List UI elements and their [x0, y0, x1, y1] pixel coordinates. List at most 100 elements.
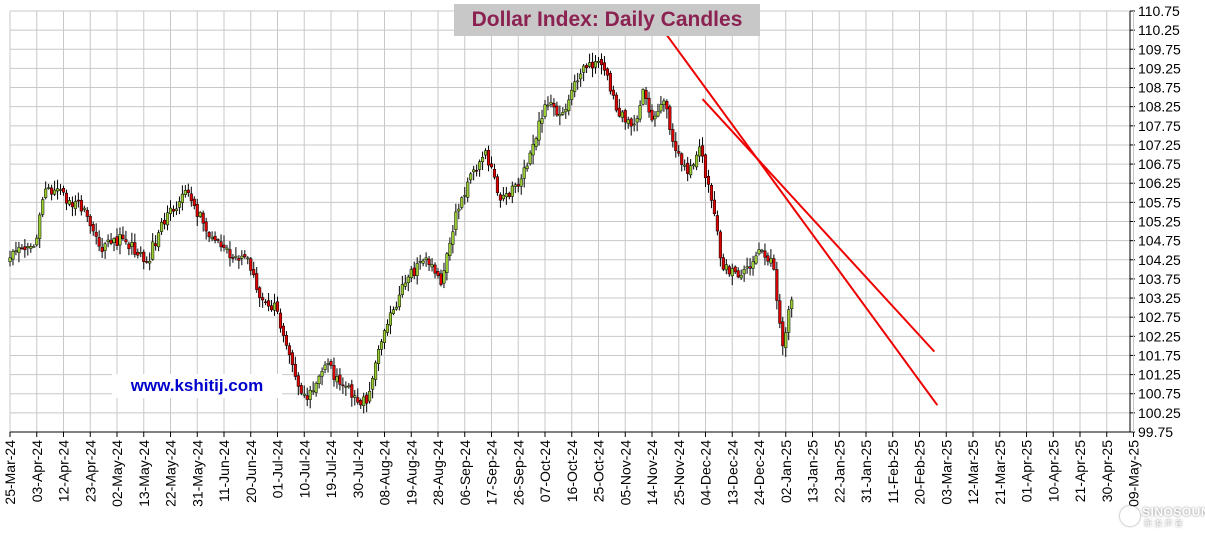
candle-body	[775, 269, 779, 301]
candle-body	[472, 169, 476, 173]
candle-body	[183, 190, 187, 195]
candle-body	[320, 371, 324, 377]
x-tick-label: 11-Feb-25	[885, 440, 901, 504]
candle-body	[588, 62, 592, 67]
candle-body	[35, 237, 39, 246]
candle-body	[692, 164, 696, 167]
x-tick-label: 13-Jan-25	[805, 440, 821, 503]
x-tick-label: 02-May-24	[109, 440, 125, 507]
x-tick-label: 21-Apr-25	[1072, 440, 1088, 502]
candle-body	[552, 103, 556, 108]
candle-body	[564, 109, 568, 113]
candle-body	[698, 146, 702, 157]
candle-body	[504, 193, 508, 198]
candle-body	[695, 154, 699, 168]
candle-body	[377, 349, 381, 364]
candle-body	[64, 192, 69, 204]
candle-body	[614, 94, 618, 111]
candle-body	[261, 297, 265, 301]
candle-body	[281, 325, 285, 336]
candle-body	[700, 145, 705, 157]
candle-body	[439, 273, 443, 285]
candle-body	[296, 375, 300, 387]
candle-body	[219, 241, 223, 248]
x-tick-label: 09-May-25	[1126, 440, 1142, 507]
candle-body	[237, 257, 241, 261]
trendline	[651, 14, 939, 406]
candle-body	[284, 334, 288, 346]
candle-body	[602, 62, 606, 71]
candle-body	[258, 287, 262, 298]
x-tick-label: 19-Jul-24	[323, 440, 339, 499]
candle-body	[448, 242, 452, 256]
candle-body	[305, 395, 309, 400]
candle-body	[362, 396, 366, 406]
x-tick-label: 13-Dec-24	[724, 440, 740, 506]
candle-body	[778, 300, 782, 324]
candle-body	[91, 224, 95, 232]
candle-body	[486, 150, 491, 166]
y-tick-label: 105.25	[1138, 214, 1181, 230]
candle-body	[287, 345, 291, 356]
candle-body	[626, 119, 630, 124]
candle-body	[727, 266, 731, 275]
candle-body	[368, 391, 372, 402]
x-tick-label: 31-Jan-25	[858, 440, 874, 503]
candle-body	[570, 89, 574, 100]
y-tick-label: 109.75	[1138, 41, 1181, 57]
candle-body	[323, 364, 327, 370]
candle-body	[409, 269, 413, 279]
x-tick-label: 20-Feb-25	[912, 440, 928, 505]
x-tick-label: 04-Dec-24	[698, 440, 714, 506]
candle-body	[207, 232, 211, 238]
candle-body	[180, 193, 184, 203]
candle-body	[549, 102, 553, 105]
candle-body	[391, 309, 395, 314]
candle-body	[26, 246, 30, 249]
candle-body	[240, 255, 244, 259]
candle-body	[397, 294, 401, 308]
candle-body	[671, 129, 675, 142]
candle-body	[599, 59, 604, 66]
x-tick-label: 01-Apr-25	[1019, 440, 1035, 502]
candle-body	[665, 101, 669, 110]
x-tick-label: 25-Mar-24	[2, 440, 18, 505]
candle-body	[379, 341, 384, 350]
y-tick-label: 103.75	[1138, 271, 1181, 287]
candle-body	[371, 378, 375, 390]
candle-body	[160, 222, 164, 232]
candle-body	[278, 312, 283, 329]
candle-body	[23, 246, 27, 251]
candle-body	[445, 253, 449, 273]
x-tick-label: 03-Mar-25	[938, 440, 954, 505]
chart-title-box: Dollar Index: Daily Candles	[454, 4, 760, 36]
x-tick-label: 30-Apr-25	[1099, 440, 1115, 502]
candle-body	[94, 231, 98, 237]
candle-body	[466, 181, 470, 198]
candle-body	[772, 258, 776, 270]
candle-body	[142, 251, 146, 262]
y-tick-label: 104.75	[1138, 233, 1181, 249]
candle-body	[513, 184, 517, 187]
candle-body	[715, 215, 719, 232]
candle-body	[174, 208, 178, 211]
candle-body	[234, 255, 238, 258]
candle-body	[353, 395, 357, 398]
candle-body	[350, 384, 354, 398]
candle-body	[109, 239, 113, 244]
candle-body	[88, 215, 92, 227]
candle-body	[442, 270, 446, 284]
candle-body	[591, 61, 595, 69]
candle-body	[611, 89, 615, 96]
x-tick-label: 10-Jul-24	[296, 440, 312, 499]
y-tick-label: 103.25	[1138, 290, 1181, 306]
candle-body	[171, 209, 176, 212]
candle-body	[680, 153, 684, 165]
candle-body	[769, 258, 773, 264]
candle-body	[11, 251, 15, 260]
candle-body	[531, 144, 535, 156]
candle-body	[605, 68, 609, 76]
candle-body	[709, 185, 713, 201]
candle-body	[8, 257, 12, 262]
x-tick-label: 06-Sep-24	[457, 440, 473, 506]
